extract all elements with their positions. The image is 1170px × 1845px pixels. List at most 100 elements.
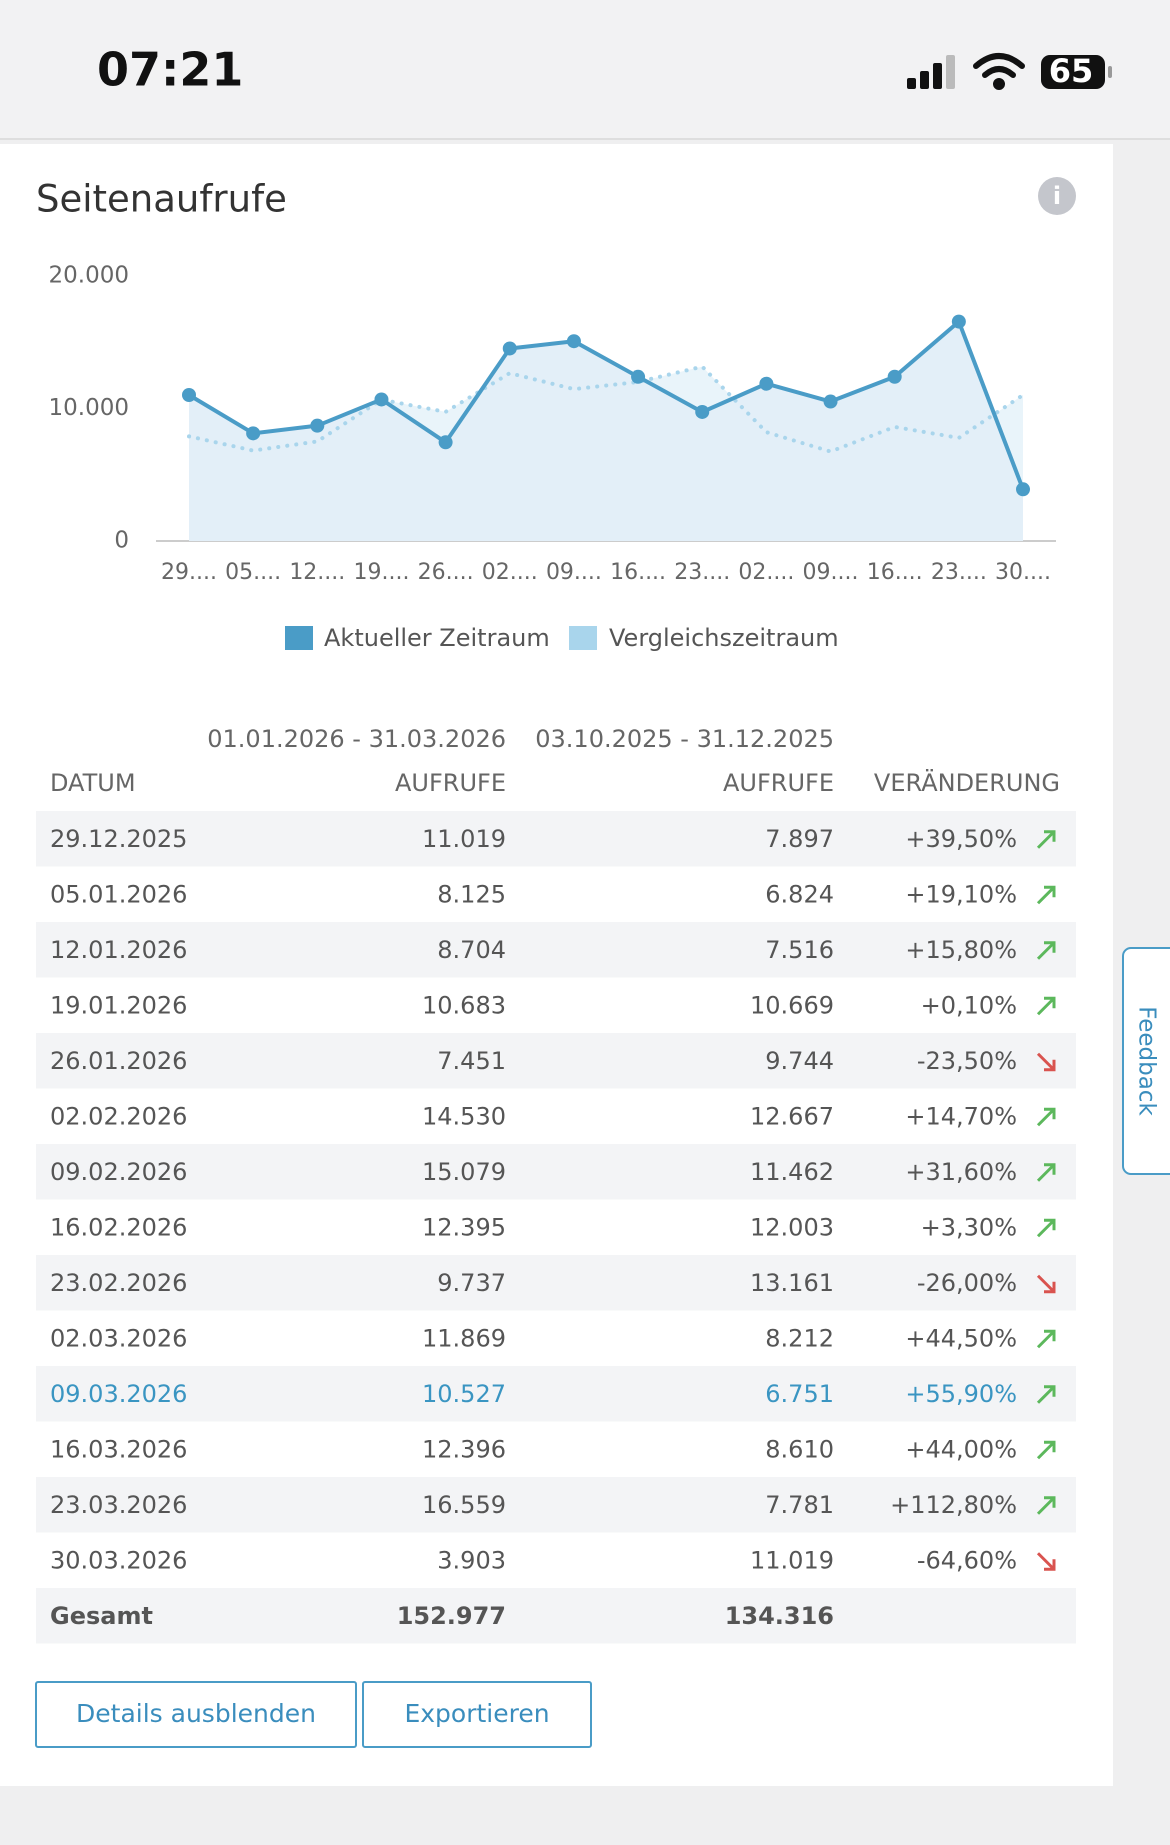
x-tick-label: 19.... [353,560,409,585]
trend-arrow [1036,1274,1056,1294]
cell: 09.03.2026 [50,1380,187,1408]
button[interactable] [35,1681,357,1748]
cell: 6.824 [765,880,834,908]
cell: 12.003 [750,1213,834,1241]
x-tick-label: 05.... [225,560,281,585]
point [438,435,453,450]
point [246,426,261,441]
cell: 3.903 [437,1546,506,1574]
y-tick-label: 10.000 [49,395,129,421]
cell: 7.897 [765,825,834,853]
point [823,394,838,409]
cell: 05.01.2026 [50,880,187,908]
cell: +44,50% [905,1324,1017,1352]
trend-arrow [1036,885,1056,905]
column-header: VERÄNDERUNG [874,768,1060,797]
buttons: Details ausblenden Exportieren [35,1681,592,1748]
point [631,369,646,384]
chart-title: Seitenaufrufe [36,178,287,221]
cell: 7.451 [437,1047,506,1075]
point [1016,482,1030,497]
battery [1041,55,1105,89]
battery-tip [1108,66,1112,78]
x-tick-label: 02.... [738,560,794,585]
point [566,334,581,349]
button-label[interactable]: Exportieren [404,1699,549,1728]
cell: 9.744 [765,1047,834,1075]
trend-arrow [1036,1385,1056,1404]
trend-arrow [1036,1163,1056,1182]
button-label[interactable]: Details ausblenden [76,1699,316,1728]
point [887,369,902,384]
cell: +55,90% [905,1380,1017,1408]
battery-level: 65 [1049,52,1094,90]
cell: 11.462 [750,1158,834,1186]
chart: 0 10.000 20.000 29.... 05.... 12.... 19.... 26.… [49,263,1056,652]
cell: 26.01.2026 [50,1047,187,1075]
x-tick-label: 09.... [546,560,602,585]
signal-icon [907,55,955,89]
cell: 11.869 [422,1324,506,1352]
trend-arrow [1036,830,1056,849]
point [951,314,966,329]
cell: 9.737 [437,1269,506,1297]
cell: +14,70% [905,1102,1017,1130]
status-bar [0,0,1170,138]
clock: 07:21 [97,43,243,97]
info-icon[interactable] [1038,177,1076,215]
info-glyph: i [1053,182,1061,210]
x-tick-label: 02.... [482,560,538,585]
cell: 11.019 [750,1546,834,1574]
cell: +31,60% [905,1158,1017,1186]
column-header: AUFRUFE [723,769,834,797]
row-background [36,811,1076,867]
total-cell: Gesamt [50,1602,153,1630]
cell: +39,50% [905,825,1017,853]
legend-swatch [569,626,597,650]
cell: 02.03.2026 [50,1324,187,1352]
cell: 7.516 [765,936,834,964]
cell: 10.683 [422,991,506,1019]
row-background [36,1366,1076,1422]
y-tick-label: 20.000 [49,263,129,289]
cell: 11.019 [422,825,506,853]
feedback-label: Feedback [1134,1006,1160,1116]
column-header: AUFRUFE [395,769,506,797]
cell: 12.396 [422,1435,506,1463]
trend-arrow [1036,941,1056,960]
cell: 8.125 [437,880,506,908]
trend-arrow [1036,1052,1056,1072]
cell: 19.01.2026 [50,991,187,1019]
cell: 16.03.2026 [50,1435,187,1463]
row-background [36,1144,1076,1200]
cell: +112,80% [890,1491,1017,1519]
trend-arrow [1036,1496,1056,1515]
column-header: DATUM [50,769,136,797]
trend-arrow [1036,1107,1056,1127]
wifi-icon [973,53,1025,90]
legend-label[interactable]: Aktueller Zeitraum [324,624,550,652]
point [695,404,710,419]
x-tick-label: 12.... [289,560,345,585]
row-background [36,1477,1076,1533]
row-background [36,922,1076,978]
cell: +19,10% [905,880,1017,908]
cell: -64,60% [917,1546,1017,1574]
legend-label[interactable]: Vergleichszeitraum [609,624,839,652]
button[interactable] [362,1681,592,1748]
cell: 23.03.2026 [50,1491,187,1519]
cell: 12.01.2026 [50,936,187,964]
cell: 15.079 [422,1158,506,1186]
row-background [36,1033,1076,1089]
x-tick-label: 23.... [931,560,987,585]
feedback-tab[interactable] [1122,947,1170,1175]
legend-swatch [285,626,313,650]
x-tick-label: 30.... [995,560,1051,585]
period-header: 01.01.2026 - 31.03.2026 [207,725,506,753]
x-tick-label: 23.... [674,560,730,585]
table: 01.01.2026 - 31.03.2026 03.10.2025 - 31.1… [36,725,1076,1644]
point [182,387,196,402]
x-tick-label: 16.... [867,560,923,585]
cell: +15,80% [905,936,1017,964]
cell: 02.02.2026 [50,1102,187,1130]
